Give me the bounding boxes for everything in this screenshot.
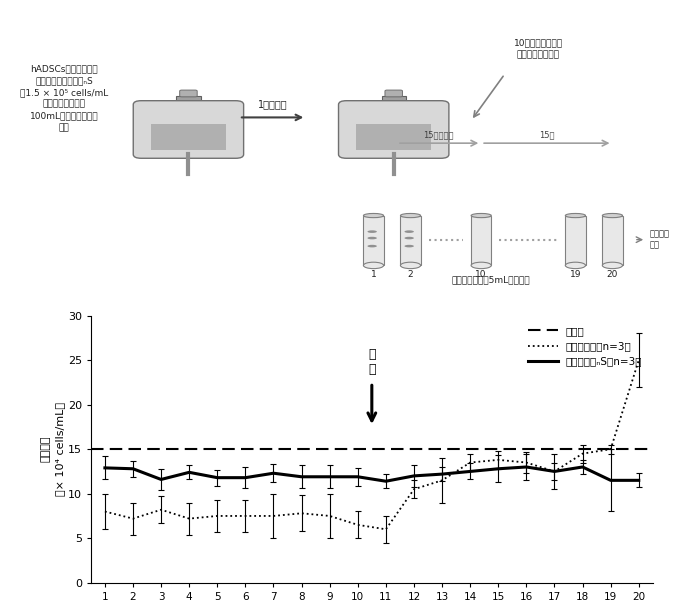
セルストアₙS（n=3） — [326, 473, 334, 480]
FancyBboxPatch shape — [133, 101, 244, 158]
Ellipse shape — [367, 245, 377, 248]
Bar — [602, 215, 623, 265]
セルストアₙS（n=3） — [635, 476, 643, 484]
Ellipse shape — [471, 214, 491, 218]
セルストアₙS（n=3） — [606, 476, 614, 484]
セルストアₙS（n=3） — [269, 470, 277, 477]
Ellipse shape — [565, 214, 586, 218]
Ellipse shape — [404, 237, 414, 239]
生理食塩液（n=3） — [635, 356, 643, 364]
セルストアₙS（n=3） — [382, 478, 390, 485]
Text: 20: 20 — [607, 270, 618, 279]
Text: 15分: 15分 — [538, 130, 555, 139]
生理食塩液（n=3） — [579, 450, 587, 457]
Bar — [400, 215, 421, 265]
Text: hADSCsを生理食塩液
あるいはセルストアₙS
に1.5 × 10⁵ cells/mL
の濃度で惸濁し、
100mLを血液バッグに
充填: hADSCsを生理食塩液 あるいはセルストアₙS に1.5 × 10⁵ cell… — [20, 64, 108, 132]
セルストアₙS（n=3） — [101, 464, 109, 472]
セルストアₙS（n=3） — [213, 474, 221, 481]
生理食塩液（n=3） — [466, 459, 474, 466]
生理食塩液（n=3） — [606, 446, 614, 453]
Y-axis label: 細胞濃度
（× 10⁴ cells/mL）: 細胞濃度 （× 10⁴ cells/mL） — [41, 402, 65, 496]
生理食塩液（n=3） — [382, 526, 390, 533]
生理食塩液（n=3） — [297, 510, 306, 517]
セルストアₙS（n=3） — [466, 468, 474, 475]
Bar — [471, 215, 491, 265]
Line: 生理食塩液（n=3）: 生理食塩液（n=3） — [105, 360, 639, 529]
生理食塩液（n=3） — [129, 515, 137, 522]
セルストアₙS（n=3） — [297, 473, 306, 480]
生理食塩液（n=3） — [101, 508, 109, 515]
セルストアₙS（n=3） — [354, 473, 362, 480]
Text: 1: 1 — [371, 270, 376, 279]
生理食塩液（n=3） — [522, 459, 530, 466]
セルストアₙS（n=3） — [522, 463, 530, 470]
Text: 攪
拌: 攪 拌 — [368, 348, 376, 376]
Ellipse shape — [404, 230, 414, 233]
セルストアₙS（n=3） — [551, 468, 559, 475]
FancyBboxPatch shape — [385, 90, 402, 97]
Legend: 理想値, 生理食塩液（n=3）, セルストアₙS（n=3）: 理想値, 生理食塩液（n=3）, セルストアₙS（n=3） — [523, 321, 647, 371]
Ellipse shape — [363, 262, 384, 269]
Text: 細胞濃度
測定: 細胞濃度 測定 — [649, 229, 670, 249]
Text: 2: 2 — [408, 270, 413, 279]
Text: 19: 19 — [569, 270, 581, 279]
Ellipse shape — [602, 262, 623, 269]
Bar — [176, 96, 201, 106]
Bar — [151, 124, 226, 150]
生理食塩液（n=3） — [551, 468, 559, 475]
理想値 — [73, 446, 81, 453]
Text: 各チューブに絈5mLずつ回収: 各チューブに絈5mLずつ回収 — [452, 275, 530, 284]
セルストアₙS（n=3） — [579, 463, 587, 470]
セルストアₙS（n=3） — [494, 465, 502, 472]
セルストアₙS（n=3） — [157, 476, 165, 483]
Ellipse shape — [400, 214, 421, 218]
理想値 — [101, 446, 109, 453]
FancyBboxPatch shape — [180, 90, 197, 97]
Bar — [363, 215, 384, 265]
生理食塩液（n=3） — [269, 512, 277, 520]
Ellipse shape — [367, 237, 377, 239]
Bar — [356, 124, 431, 150]
Text: 10番目の回収後に
血液バッグを攀拌: 10番目の回収後に 血液バッグを攀拌 — [514, 39, 563, 59]
Ellipse shape — [602, 214, 623, 218]
生理食塩液（n=3） — [185, 515, 193, 522]
Bar — [382, 96, 406, 106]
生理食塩液（n=3） — [354, 521, 362, 529]
生理食塩液（n=3） — [242, 512, 250, 520]
生理食塩液（n=3） — [213, 512, 221, 520]
生理食塩液（n=3） — [494, 456, 502, 464]
生理食塩液（n=3） — [410, 486, 418, 493]
生理食塩液（n=3） — [326, 512, 334, 520]
Ellipse shape — [404, 245, 414, 248]
セルストアₙS（n=3） — [410, 472, 418, 480]
セルストアₙS（n=3） — [242, 474, 250, 481]
生理食塩液（n=3） — [157, 506, 165, 514]
FancyBboxPatch shape — [339, 101, 449, 158]
Text: 10: 10 — [475, 270, 487, 279]
生理食塩液（n=3） — [438, 476, 446, 484]
セルストアₙS（n=3） — [438, 470, 446, 478]
Text: 15分攀拌無: 15分攀拌無 — [423, 130, 454, 139]
Ellipse shape — [367, 230, 377, 233]
Ellipse shape — [400, 262, 421, 269]
Text: 1時間静置: 1時間静置 — [258, 100, 287, 109]
Ellipse shape — [363, 214, 384, 218]
Line: セルストアₙS（n=3）: セルストアₙS（n=3） — [105, 467, 639, 481]
Bar — [565, 215, 586, 265]
セルストアₙS（n=3） — [129, 465, 137, 472]
Ellipse shape — [471, 262, 491, 269]
Ellipse shape — [565, 262, 586, 269]
セルストアₙS（n=3） — [185, 469, 193, 476]
